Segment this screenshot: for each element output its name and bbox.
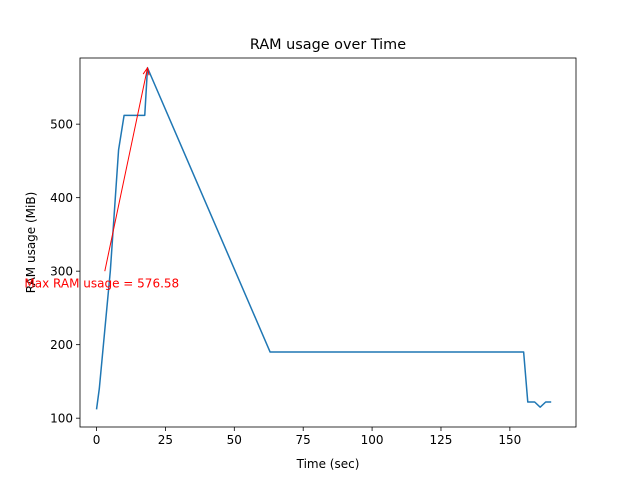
y-tick-label: 300: [50, 264, 73, 278]
plot-area: [95, 67, 552, 410]
y-axis-label: RAM usage (MiB): [24, 192, 38, 294]
y-tick-label: 400: [50, 191, 73, 205]
x-tick-label: 100: [361, 433, 384, 447]
x-tick-label: 75: [296, 433, 311, 447]
y-tick-label: 500: [50, 117, 73, 131]
x-tick-label: 0: [93, 433, 101, 447]
ram-usage-line: [95, 67, 552, 410]
x-tick-label: 50: [227, 433, 242, 447]
x-axis-label: Time (sec): [296, 457, 360, 471]
axes-frame: [79, 57, 577, 428]
chart-title: RAM usage over Time: [250, 37, 406, 53]
x-tick-label: 25: [158, 433, 173, 447]
x-tick-label: 125: [430, 433, 453, 447]
tick-group: 0 25 50 75 100 125 150 100 200 300 400 500: [50, 117, 521, 447]
annotation-arrow: [104, 67, 149, 272]
y-tick-label: 200: [50, 338, 73, 352]
annotation-group: Max RAM usage = 576.58: [24, 66, 179, 291]
annotation-arrowhead: [142, 66, 150, 76]
annotation-label: Max RAM usage = 576.58: [24, 277, 179, 291]
y-tick-label: 100: [50, 411, 73, 425]
x-tick-label: 150: [498, 433, 521, 447]
